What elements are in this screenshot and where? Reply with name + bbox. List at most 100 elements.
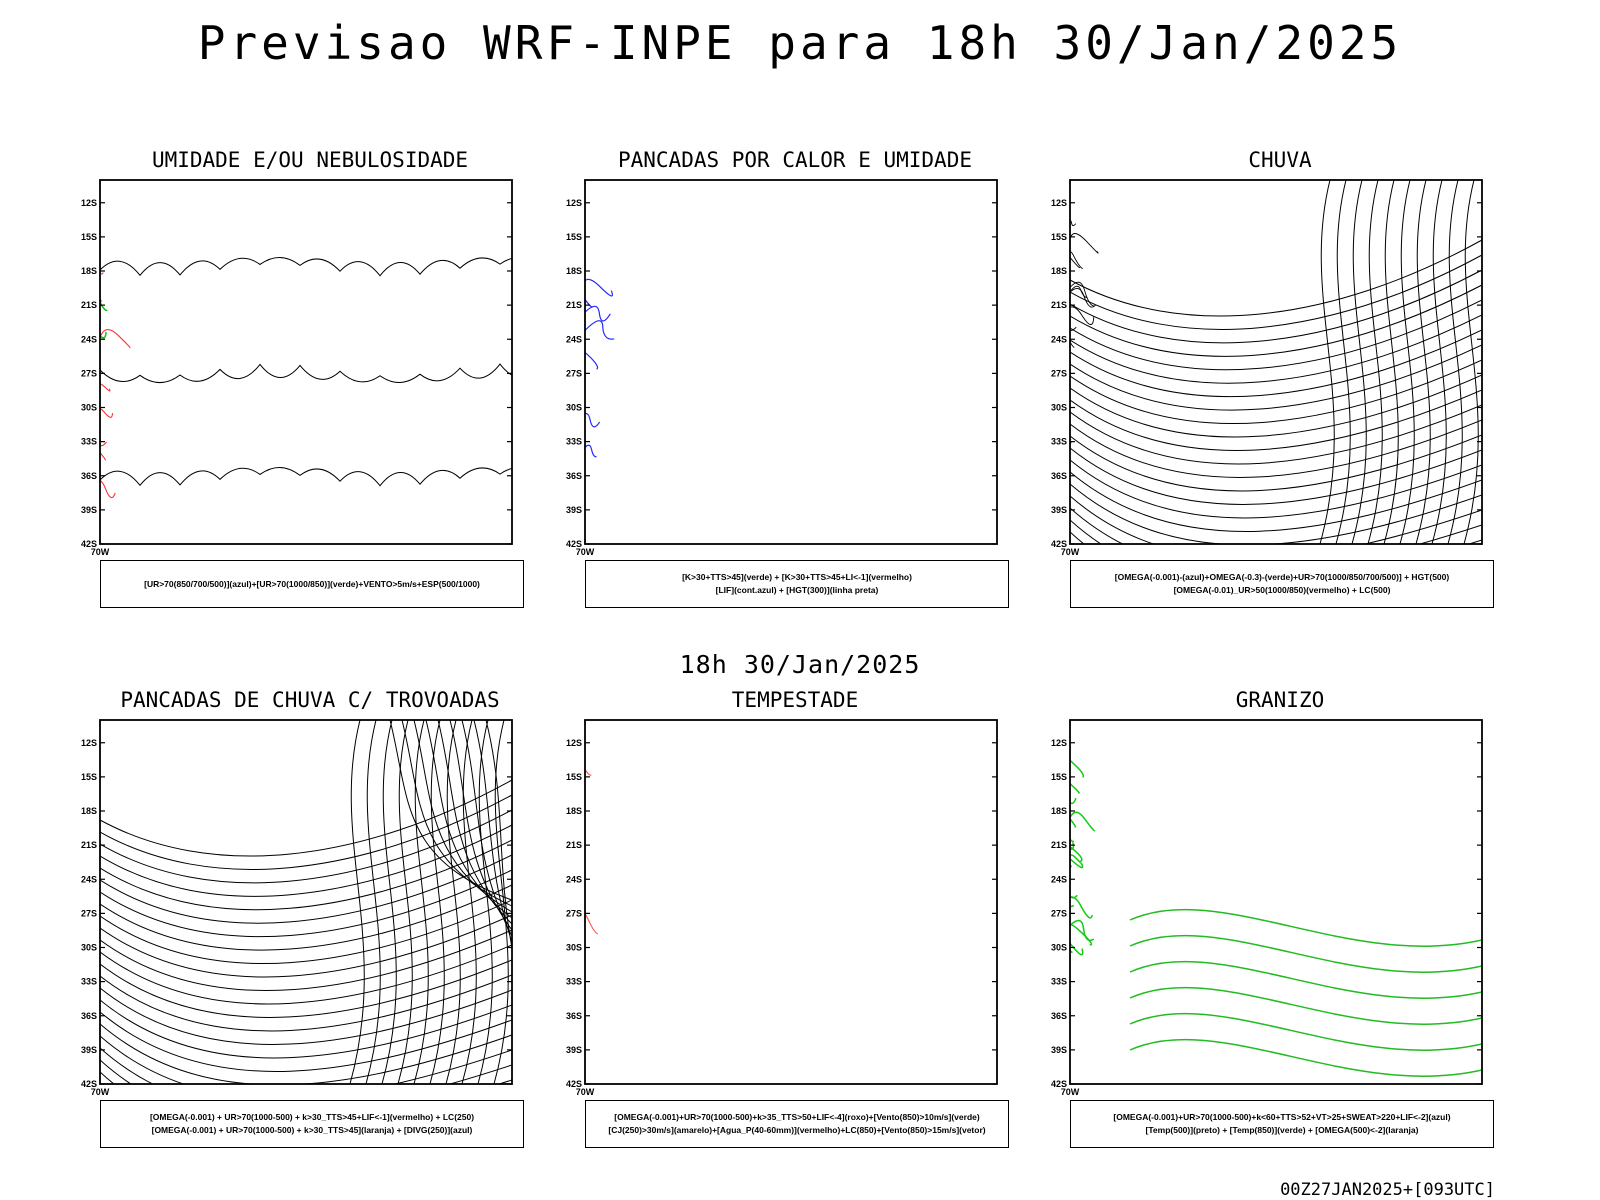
temperature-850-contour (1030, 771, 1044, 780)
omega-area (1042, 203, 1044, 206)
panel-legend: [UR>70(850/700/500)](azul)+[UR>70(1000/8… (100, 560, 524, 608)
streamline (1383, 180, 1399, 544)
lat-label: 21S (1051, 840, 1067, 850)
streamline (429, 720, 445, 1084)
legend-line: [OMEGA(-0.001)+UR>70(1000-500)+k<60+TTS>… (1113, 1112, 1451, 1122)
panel-umidade: UMIDADE E/OU NEBULOSIDADE 10081012101610… (60, 148, 524, 638)
lat-label: 15S (81, 772, 97, 782)
map-layers: -12 (1030, 725, 1482, 1077)
pressure-isobar (100, 363, 512, 384)
streamline (461, 720, 477, 1084)
map-layers (100, 720, 512, 1084)
lat-label: 42S (81, 1079, 97, 1089)
thickness-contour (60, 276, 71, 288)
lat-label: 21S (81, 840, 97, 850)
legend-line: [OMEGA(-0.001) + UR>70(1000-500) + k>30_… (149, 1112, 475, 1122)
panel-tempestade: TEMPESTADE 4012S 15S 18S 21S 24S 27S 30S 33S 36S… (545, 688, 1009, 1178)
lifted-index-contour (545, 394, 563, 407)
panel-legend: [OMEGA(-0.001) + UR>70(1000-500) + k>30_… (100, 1100, 524, 1148)
omega-area (1045, 253, 1048, 256)
lat-label: 33S (566, 437, 582, 447)
political-border (1030, 1002, 1050, 1073)
streamline (1319, 180, 1335, 544)
lat-label: 33S (81, 437, 97, 447)
political-border (545, 859, 558, 982)
omega-area (1058, 314, 1062, 318)
thickness-contour (60, 359, 73, 368)
thickness-contour (60, 419, 71, 439)
lat-label: 15S (566, 772, 582, 782)
height-contour-500 (1030, 263, 1040, 276)
omega-500-area (1051, 834, 1054, 836)
temperature-850-contour (1129, 960, 1482, 999)
omega-area (1038, 195, 1042, 197)
lon-label: 70W (1061, 1087, 1080, 1097)
omega-500-area (1050, 851, 1053, 855)
lat-label: 21S (81, 300, 97, 310)
political-border (545, 1002, 565, 1073)
temperature-850-contour (1070, 919, 1095, 942)
omega-500-area (1034, 831, 1038, 835)
thickness-contour (60, 356, 73, 367)
thickness-contour (60, 447, 64, 453)
omega-area (1035, 281, 1039, 284)
thickness-contour (100, 479, 116, 499)
height-contour-500 (1070, 331, 1071, 333)
streamline (1399, 180, 1415, 544)
lifted-index-contour (585, 278, 614, 297)
temperature-850-contour (1129, 908, 1482, 947)
height-contour-500 (1035, 286, 1050, 296)
omega-500-area (1055, 861, 1057, 864)
panel-title: CHUVA (1248, 148, 1312, 172)
lat-label: 30S (566, 403, 582, 413)
temperature-850-contour (1048, 859, 1058, 866)
map-frame (99, 719, 513, 1085)
map-layers: 1008101210161020564570576 (60, 185, 512, 499)
humidity-contour-1000-850 (100, 297, 102, 301)
height-contour-500 (1070, 285, 1088, 298)
streamline (100, 1023, 512, 1084)
temperature-850-contour (1070, 837, 1071, 841)
panel-title: PANCADAS POR CALOR E UMIDADE (617, 148, 972, 172)
map-chuva: 58258557612S 15S 18S 21S 24S 27S 30S 33S 36S 39S 4… (1030, 179, 1483, 557)
thickness-contour (60, 312, 70, 320)
height-contour-500 (1070, 326, 1077, 332)
lat-label: 15S (1051, 232, 1067, 242)
thickness-contour (60, 278, 73, 288)
thickness-contour (64, 413, 87, 424)
streamline (413, 720, 429, 1084)
lon-label: 70W (91, 547, 110, 557)
panel-legend: [OMEGA(-0.001)+UR>70(1000-500)+k<60+TTS>… (1070, 1100, 1494, 1148)
humidity-contour-1000-850 (67, 343, 83, 353)
streamline (1447, 180, 1463, 544)
omega-area (1045, 283, 1048, 285)
thickness-contour (60, 239, 76, 261)
lake (1057, 244, 1066, 253)
thickness-contour (60, 488, 79, 499)
humidity-contour-1000-850 (60, 315, 66, 328)
streamline (381, 720, 397, 1084)
map-layers: 960096009500944095209600 (545, 185, 615, 458)
lat-label: 18S (81, 806, 97, 816)
wind-850-vector (545, 1029, 548, 1033)
omega-area (1045, 225, 1049, 227)
lat-label: 39S (1051, 1045, 1067, 1055)
pressure-isobar (100, 466, 512, 487)
streamline (1070, 447, 1482, 505)
omega-area (1034, 254, 1037, 258)
omega-area (1046, 329, 1050, 332)
humidity-contour-1000-850 (60, 216, 69, 229)
temperature-850-contour (1129, 986, 1482, 1025)
omega-area (1038, 230, 1040, 234)
lon-label: 70W (576, 1087, 595, 1097)
lat-label: 42S (1051, 539, 1067, 549)
streamline (1070, 459, 1482, 519)
temperature-850-contour (1070, 817, 1077, 828)
streamline (100, 1011, 512, 1072)
lat-label: 21S (1051, 300, 1067, 310)
omega-area (1031, 206, 1035, 209)
thickness-contour (60, 378, 77, 392)
thickness-contour (60, 328, 83, 343)
height-contour-500 (1070, 219, 1077, 227)
